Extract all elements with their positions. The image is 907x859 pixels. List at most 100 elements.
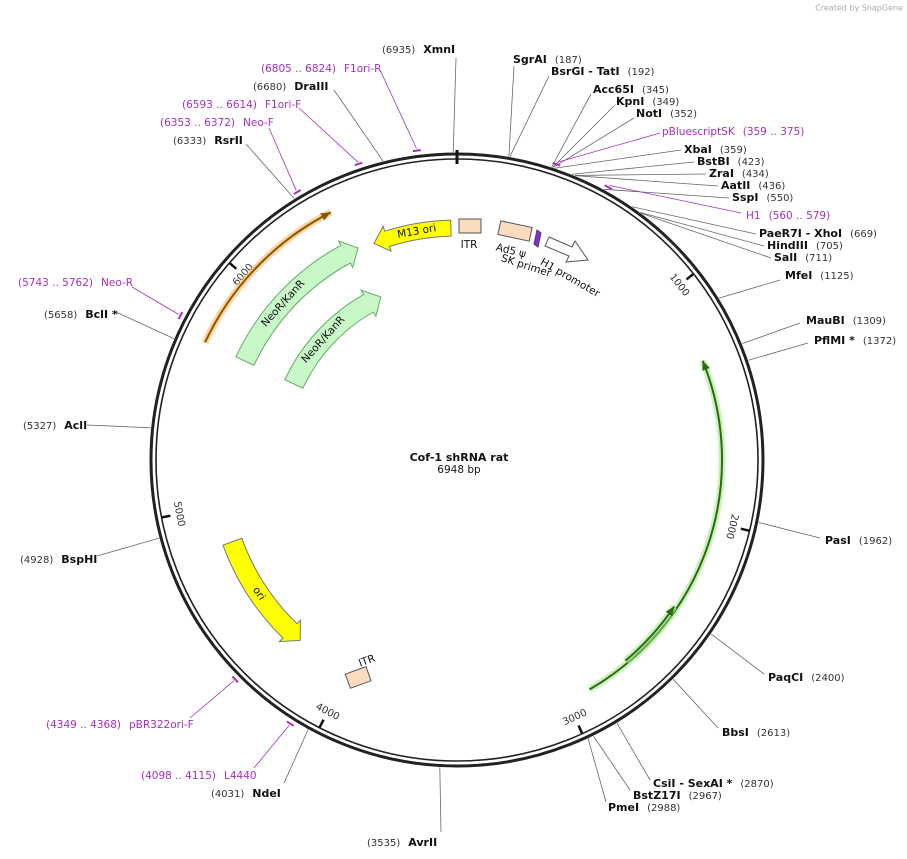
leader-line — [641, 212, 772, 259]
primer-mark — [354, 161, 363, 167]
green-arc-short-glow — [623, 604, 678, 664]
site-position: (2967) — [689, 791, 722, 802]
site-position: (1125) — [820, 271, 853, 282]
primer-mark — [286, 720, 295, 727]
site-position: (4349 .. 4368) — [46, 719, 121, 731]
ring-tick — [577, 724, 584, 735]
site-position: (4928) — [20, 555, 53, 566]
site-position: (560 .. 579) — [769, 210, 831, 222]
site-label: XbaI (359) — [684, 143, 747, 156]
site-name: XmnI — [423, 43, 455, 56]
site-name: PflMI * — [814, 334, 855, 347]
site-position: (6680) — [253, 82, 286, 93]
site-name: DraIII — [294, 80, 328, 93]
site-name: AvrII — [408, 836, 437, 849]
site-label: (6353 .. 6372) Neo-F — [160, 117, 274, 129]
site-name: BsrGI - TatI — [551, 65, 620, 78]
site-label: (4098 .. 4115) L4440 — [141, 770, 257, 782]
site-name: Neo-R — [101, 277, 133, 289]
feature-arrow — [373, 219, 452, 253]
leader-line — [748, 342, 809, 361]
leader-line — [131, 286, 179, 315]
site-label: ZraI (434) — [709, 167, 769, 180]
ring-tick-label: 1000 — [667, 272, 691, 299]
site-label: (5327) AclI — [23, 419, 87, 432]
leader-line — [298, 107, 359, 163]
site-position: (6333) — [173, 136, 206, 147]
site-name: Acc65I — [593, 83, 634, 96]
site-label: SalI (711) — [774, 251, 832, 264]
site-name: L4440 — [224, 770, 257, 782]
leader-line — [603, 188, 730, 199]
site-label: (3535) AvrII — [367, 836, 437, 849]
leader-line — [552, 105, 615, 168]
orange-arc-head — [320, 212, 331, 221]
site-position: (436) — [758, 181, 785, 192]
site-name: BspHI — [61, 553, 97, 566]
h1-promoter-arrow — [544, 236, 589, 263]
site-position: (359 .. 375) — [743, 126, 805, 138]
site-position: (1962) — [859, 536, 892, 547]
site-name: PmeI — [608, 801, 639, 814]
site-position: (352) — [670, 109, 697, 120]
site-label: SgrAI (187) — [513, 53, 582, 66]
site-position: (423) — [738, 157, 765, 168]
site-label: BstZ17I (2967) — [633, 789, 722, 802]
site-name: PaqCI — [768, 671, 803, 684]
feature-arrow — [222, 537, 301, 643]
leader-line — [710, 633, 765, 675]
leader-line — [574, 173, 707, 176]
primer-mark — [412, 149, 421, 153]
site-label: (5658) BclI * — [44, 308, 118, 321]
feature-label: ITR — [357, 652, 377, 669]
site-label: HindIII (705) — [767, 239, 843, 252]
ring-tick — [161, 514, 171, 519]
site-label: KpnI (349) — [616, 95, 679, 108]
itr-box — [458, 218, 482, 234]
site-name: BstZ17I — [633, 789, 681, 802]
site-position: (5658) — [44, 310, 77, 321]
site-position: (4031) — [211, 789, 244, 800]
primer-mark — [293, 189, 302, 195]
plasmid-length: 6948 bp — [437, 464, 481, 476]
site-label: (6680) DraIII — [253, 80, 329, 93]
leader-line — [551, 93, 592, 168]
site-label: BbsI (2613) — [722, 726, 790, 739]
ring-tick — [740, 527, 750, 532]
leader-line — [593, 735, 631, 791]
leader-line — [509, 75, 550, 157]
leader-line — [557, 132, 661, 163]
site-label: AatII (436) — [721, 179, 785, 192]
site-position: (349) — [652, 97, 679, 108]
leader-line — [555, 149, 682, 169]
site-label: NotI (352) — [636, 107, 697, 120]
site-name: MauBI — [806, 314, 845, 327]
site-name: RsrII — [214, 134, 243, 147]
site-label: (4031) NdeI — [211, 787, 281, 800]
site-name: CsiI - SexAI * — [653, 777, 733, 790]
credit: Created by SnapGene — [815, 4, 903, 13]
site-position: (345) — [642, 85, 669, 96]
site-label: BsrGI - TatI (192) — [551, 65, 655, 78]
site-name: SgrAI — [513, 53, 547, 66]
leader-line — [96, 537, 160, 557]
ring-tick — [685, 272, 695, 281]
orange-arc — [204, 211, 332, 343]
site-label: (6593 .. 6614) F1ori-F — [182, 99, 301, 111]
leader-line — [616, 722, 651, 781]
site-position: (192) — [628, 67, 655, 78]
site-name: H1 — [746, 210, 761, 222]
feature-arrow — [235, 240, 359, 366]
site-name: KpnI — [616, 95, 644, 108]
site-position: (1372) — [863, 336, 896, 347]
leader-line — [718, 279, 781, 299]
feature-arrow — [284, 289, 382, 389]
leader-line — [86, 424, 151, 429]
site-position: (2613) — [757, 728, 790, 739]
site-label: (6805 .. 6824) F1ori-R — [261, 63, 381, 75]
site-name: HindIII — [767, 239, 808, 252]
ring-tick — [318, 719, 325, 729]
site-position: (5743 .. 5762) — [18, 277, 93, 289]
site-name: BstBI — [697, 155, 730, 168]
site-position: (2400) — [811, 673, 844, 684]
